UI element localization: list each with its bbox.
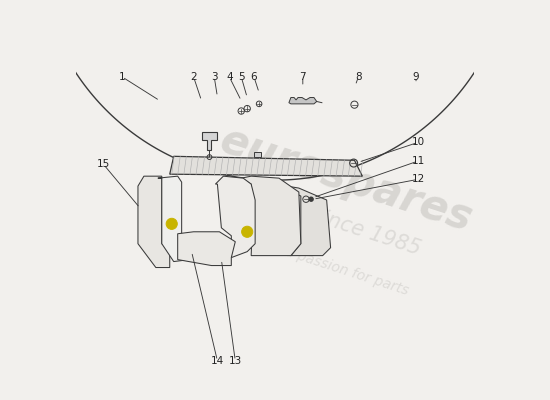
Text: 15: 15: [97, 159, 110, 169]
Text: since 1985: since 1985: [309, 205, 424, 259]
Polygon shape: [138, 176, 170, 268]
Circle shape: [166, 218, 177, 229]
Text: eurospares: eurospares: [215, 120, 478, 241]
Polygon shape: [275, 184, 331, 256]
Polygon shape: [289, 98, 317, 104]
Circle shape: [241, 226, 253, 237]
Polygon shape: [201, 132, 217, 150]
Text: a passion for parts: a passion for parts: [283, 245, 410, 298]
Polygon shape: [158, 176, 190, 262]
Text: 2: 2: [190, 72, 197, 82]
Text: 3: 3: [211, 72, 218, 82]
Text: 1: 1: [119, 72, 125, 82]
Text: 6: 6: [251, 72, 257, 82]
Text: 10: 10: [411, 138, 425, 148]
Text: 9: 9: [412, 72, 419, 82]
Polygon shape: [241, 176, 301, 256]
Polygon shape: [170, 156, 362, 176]
Text: 14: 14: [211, 356, 224, 366]
Polygon shape: [178, 232, 235, 266]
Polygon shape: [216, 176, 255, 258]
FancyBboxPatch shape: [254, 152, 261, 157]
Text: 11: 11: [411, 156, 425, 166]
Text: 4: 4: [226, 72, 233, 82]
Text: 13: 13: [229, 356, 242, 366]
Text: 12: 12: [411, 174, 425, 184]
Circle shape: [309, 197, 313, 201]
Text: 5: 5: [238, 72, 245, 82]
Text: 8: 8: [355, 72, 362, 82]
Text: 7: 7: [300, 72, 306, 82]
